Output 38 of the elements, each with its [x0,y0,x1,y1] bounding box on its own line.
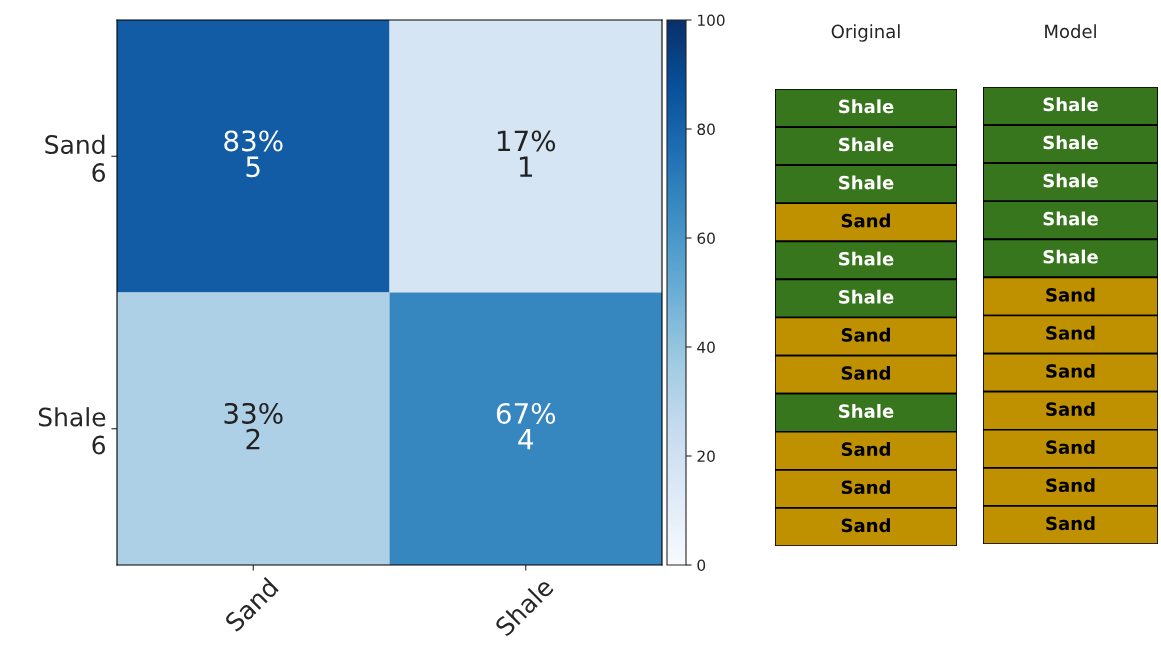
category-label: Sand [1046,440,1095,455]
category-label: Sand [1046,401,1095,416]
data-label: 67% 4 [496,402,556,450]
category-label: Sand [841,365,890,380]
data-label: 83% 5 [224,130,283,178]
category-label: Shale [839,99,894,114]
color-bar-label: 40 [697,341,715,354]
data-label: 33% 2 [224,402,283,450]
color-bar-label: 80 [697,123,715,136]
y-tick-label: Sand 6 [45,134,106,182]
category-label: Shale [1043,97,1098,112]
color-bar-label: 100 [698,14,725,27]
category-label: Shale [839,251,894,266]
category-label: Sand [1046,325,1095,340]
category-label: Shale [839,289,894,304]
data-label: 17% 1 [497,130,556,177]
category-label: Sand [1046,516,1095,531]
category-label: Sand [841,327,890,342]
text: Model [1045,24,1096,39]
color-bar-label: 0 [697,559,706,572]
category-label: Sand [841,442,890,457]
category-label: Sand [841,518,890,533]
category-label: Shale [839,403,894,418]
category-label: Sand [1046,478,1095,493]
y-tick-label: Shale 6 [38,407,106,455]
category-label: Shale [1043,173,1098,188]
category-label: Shale [1043,249,1098,264]
category-label: Sand [1046,287,1095,302]
category-label: Shale [1043,135,1098,150]
category-label: Shale [839,137,894,152]
text: Original [831,24,900,42]
color-bar-label: 20 [697,450,715,463]
category-label: Sand [841,480,890,495]
category-label: Sand [841,213,890,228]
category-label: Shale [839,175,894,190]
category-label: Sand [1046,363,1095,378]
category-label: Shale [1043,211,1098,226]
color-bar-label: 60 [697,232,715,245]
